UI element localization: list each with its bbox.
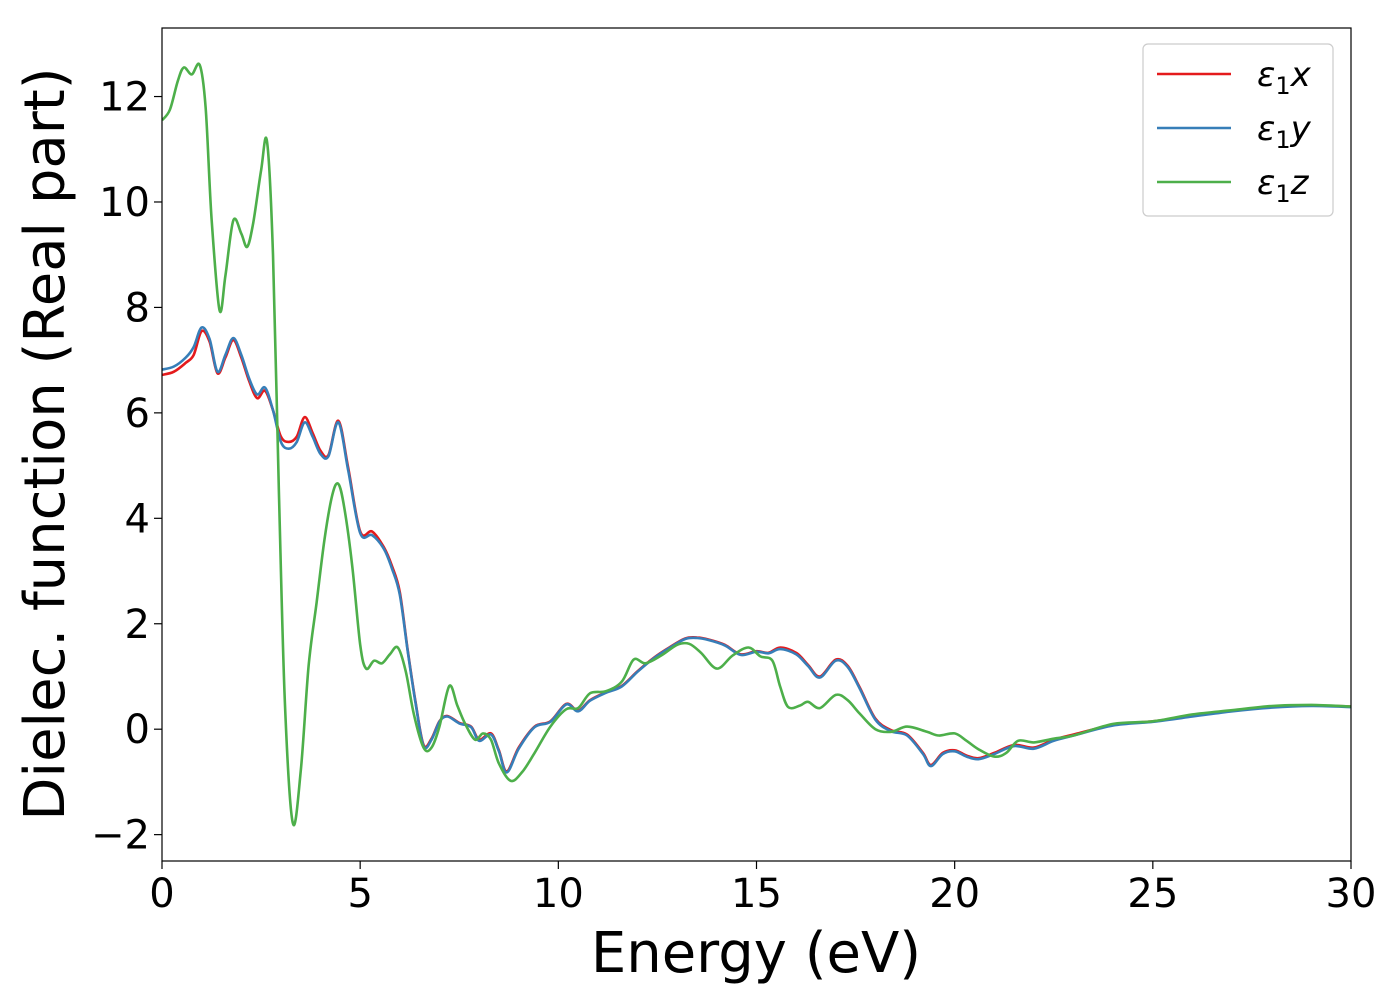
y-tick-label: 0 (125, 707, 150, 753)
legend-label-z: ε1z (1257, 163, 1310, 208)
x-tick-label: 5 (347, 871, 372, 917)
axes-layer: 0 5 10 15 20 25 30 −2 0 2 4 6 8 10 12 (91, 75, 1376, 917)
legend: ε1x ε1y ε1z (1142, 43, 1334, 217)
y-tick-label: 6 (125, 391, 150, 437)
series-line-z (162, 62, 1351, 827)
plot-frame (161, 27, 1352, 862)
x-tick-label: 30 (1326, 871, 1377, 917)
y-tick-label: 10 (99, 180, 150, 226)
x-tick-label: 25 (1127, 871, 1178, 917)
y-tick-label: 2 (125, 602, 150, 648)
x-tick-label: 15 (731, 871, 782, 917)
legend-box (1142, 43, 1334, 217)
y-tick-label: 4 (125, 496, 150, 542)
x-tick-label: 20 (929, 871, 980, 917)
x-tick-label: 0 (149, 871, 174, 917)
y-tick-label: 8 (125, 285, 150, 331)
series-line-y (162, 326, 1351, 774)
y-axis-label: Dielec. function (Real part) (13, 67, 78, 820)
y-tick-label: −2 (91, 813, 150, 859)
x-axis-label: Energy (eV) (591, 921, 921, 986)
x-tick-label: 10 (533, 871, 584, 917)
legend-label-x: ε1x (1257, 55, 1312, 100)
series-layer (162, 62, 1351, 827)
y-tick-label: 12 (99, 75, 150, 121)
legend-label-y: ε1y (1257, 109, 1312, 154)
